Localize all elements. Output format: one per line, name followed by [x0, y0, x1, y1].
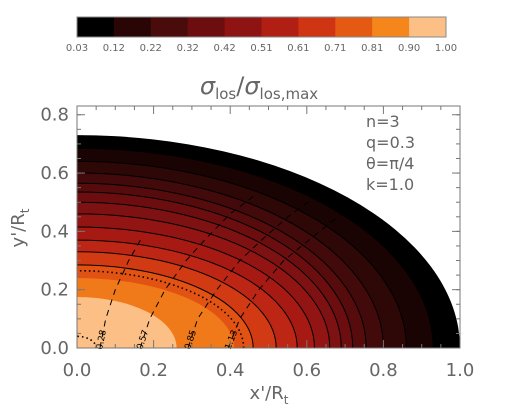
y-axis-ticks: 0.0 0.2 0.4 0.6 0.8 — [40, 105, 460, 359]
contour-band — [77, 296, 177, 348]
x-tick-label: 1.0 — [446, 360, 475, 381]
dashed-contour-label: 0.28 — [95, 329, 109, 351]
colorbar-tick-label: 0.61 — [287, 43, 309, 54]
colorbar-swatch — [113, 17, 152, 37]
dashed-contour — [187, 193, 321, 348]
x-tick-label: 0.4 — [216, 360, 245, 381]
colorbar-label-main-2: σ — [244, 72, 260, 100]
colorbar-swatch — [261, 17, 299, 37]
colorbar-tick-label: 0.32 — [177, 43, 199, 54]
x-tick-label: 0.6 — [292, 360, 321, 381]
y-axis-label-main: y'/R — [8, 213, 29, 247]
colorbar-swatch — [187, 17, 226, 37]
colorbar-tick-label: 0.42 — [213, 43, 235, 54]
colorbar-tick-label: 0.90 — [398, 43, 420, 54]
colorbar-label: σlos/σlos,max — [200, 72, 318, 103]
colorbar-tick-label: 0.12 — [103, 43, 125, 54]
colorbar-swatch — [298, 17, 336, 37]
dashed-contour-lines — [99, 193, 342, 348]
y-axis-label-sub: t — [18, 208, 32, 213]
solid-contour — [77, 226, 315, 348]
colorbar-tick-label: 0.51 — [250, 43, 272, 54]
solid-contour — [77, 182, 367, 348]
annotation-k: k=1.0 — [366, 175, 414, 194]
colorbar-frame — [76, 16, 447, 38]
dotted-contour — [77, 335, 97, 348]
colorbar-label-slash: / — [236, 72, 245, 100]
colorbar-tick-label: 0.22 — [140, 43, 162, 54]
contour-fill-bands — [77, 135, 460, 348]
x-tick-label: 0.8 — [369, 360, 398, 381]
solid-contour — [77, 191, 354, 348]
colorbar-swatch — [409, 17, 447, 37]
colorbar-label-main: σ — [200, 72, 216, 100]
colorbar-label-sub1: los — [215, 85, 236, 103]
colorbar-swatch — [372, 17, 410, 37]
colorbar-swatch — [224, 17, 262, 37]
dotted-contour-lines — [77, 269, 245, 348]
y-tick-label: 0.6 — [40, 163, 69, 184]
colorbar-swatch — [77, 17, 115, 37]
dashed-contour — [139, 195, 254, 348]
y-tick-label: 0.2 — [40, 280, 69, 301]
colorbar-tick-label: 0.71 — [324, 43, 346, 54]
colorbar-label-sub2: los,max — [260, 85, 319, 103]
colorbar-ticks: 0.03 0.12 0.22 0.32 0.42 0.51 0.61 0.71 0.81 0.90… — [66, 43, 457, 54]
y-axis-label: y'/Rt — [8, 208, 32, 247]
x-axis-ticks: 0.0 0.2 0.4 0.6 0.8 1.0 — [63, 106, 475, 381]
solid-contour — [77, 251, 277, 348]
colorbar — [76, 16, 447, 38]
solid-contour — [77, 160, 407, 348]
colorbar-swatch — [335, 17, 373, 37]
solid-contour — [77, 172, 384, 348]
solid-contour-lines — [77, 147, 434, 348]
annotation-n: n=3 — [366, 112, 400, 131]
colorbar-tick-label: 0.03 — [66, 43, 88, 54]
y-tick-label: 0.0 — [40, 338, 69, 359]
dotted-contour — [77, 269, 245, 348]
annotation-q: q=0.3 — [366, 133, 415, 152]
y-tick-label: 0.8 — [40, 105, 69, 126]
annotation-theta: θ=π/4 — [366, 154, 414, 173]
colorbar-tick-label: 0.81 — [361, 43, 383, 54]
colorbar-swatch — [150, 17, 189, 37]
x-tick-label: 0.2 — [139, 360, 168, 381]
x-axis-label-main: x'/R — [250, 383, 284, 404]
solid-contour — [77, 201, 342, 348]
colorbar-tick-label: 1.00 — [435, 43, 457, 54]
x-axis-label: x'/Rt — [250, 383, 289, 407]
solid-contour — [77, 213, 331, 348]
dashed-contour — [99, 236, 143, 348]
x-tick-label: 0.0 — [63, 360, 92, 381]
x-axis-label-sub: t — [284, 393, 289, 407]
y-tick-label: 0.4 — [40, 221, 69, 242]
dashed-contour — [227, 213, 342, 348]
solid-contour — [77, 147, 434, 348]
solid-contour — [77, 264, 254, 348]
solid-contour — [77, 239, 298, 348]
